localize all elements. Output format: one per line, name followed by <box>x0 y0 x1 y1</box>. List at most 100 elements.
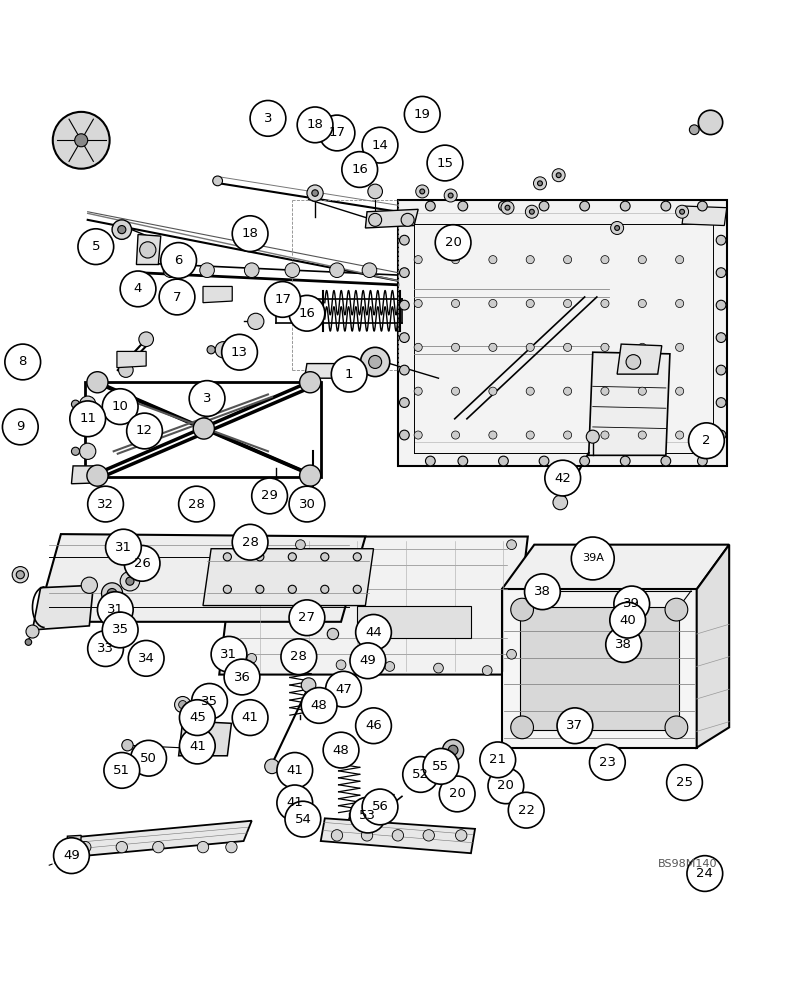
Circle shape <box>128 640 164 676</box>
Polygon shape <box>117 351 146 368</box>
Circle shape <box>399 430 409 440</box>
Circle shape <box>579 456 589 466</box>
Circle shape <box>600 431 608 439</box>
Circle shape <box>79 443 96 459</box>
Circle shape <box>102 389 138 424</box>
Text: 47: 47 <box>335 683 351 696</box>
Circle shape <box>277 785 312 821</box>
Circle shape <box>178 486 214 522</box>
Text: 1: 1 <box>345 368 353 381</box>
Text: 21: 21 <box>489 753 505 766</box>
Circle shape <box>16 571 24 579</box>
Circle shape <box>323 732 358 768</box>
Circle shape <box>610 221 623 234</box>
Circle shape <box>402 757 438 792</box>
Polygon shape <box>397 200 726 466</box>
Circle shape <box>435 225 470 260</box>
Circle shape <box>191 684 227 719</box>
Text: 3: 3 <box>264 112 272 125</box>
Circle shape <box>423 748 458 784</box>
Circle shape <box>439 776 474 812</box>
Circle shape <box>451 343 459 351</box>
Circle shape <box>423 830 434 841</box>
Circle shape <box>451 387 459 395</box>
Circle shape <box>311 190 318 196</box>
Text: 8: 8 <box>19 355 27 368</box>
Circle shape <box>331 830 342 841</box>
Circle shape <box>105 529 141 565</box>
Circle shape <box>211 636 247 672</box>
Text: 41: 41 <box>286 764 303 777</box>
Text: 39: 39 <box>623 597 639 610</box>
Circle shape <box>88 486 123 522</box>
Circle shape <box>525 205 538 218</box>
Circle shape <box>12 567 28 583</box>
Circle shape <box>126 577 134 585</box>
Circle shape <box>285 263 299 278</box>
Circle shape <box>139 332 153 347</box>
Text: 45: 45 <box>189 711 205 724</box>
Text: 50: 50 <box>140 752 157 765</box>
Circle shape <box>54 838 89 874</box>
Circle shape <box>526 299 534 308</box>
Circle shape <box>551 169 564 182</box>
Circle shape <box>414 256 422 264</box>
Circle shape <box>289 600 324 636</box>
Circle shape <box>268 484 284 500</box>
Circle shape <box>529 209 534 214</box>
Circle shape <box>556 173 560 178</box>
Circle shape <box>247 540 256 550</box>
Circle shape <box>325 671 361 707</box>
Circle shape <box>26 625 39 638</box>
Circle shape <box>498 201 508 211</box>
Circle shape <box>504 205 509 210</box>
Polygon shape <box>67 835 81 860</box>
Circle shape <box>118 363 133 377</box>
Circle shape <box>444 189 457 202</box>
Circle shape <box>179 700 215 735</box>
Polygon shape <box>320 818 474 853</box>
Circle shape <box>488 299 496 308</box>
Circle shape <box>688 423 723 459</box>
Circle shape <box>255 553 264 561</box>
Circle shape <box>112 220 131 239</box>
Circle shape <box>660 456 670 466</box>
Circle shape <box>399 268 409 278</box>
Text: 40: 40 <box>619 614 635 627</box>
Text: 25: 25 <box>676 776 692 789</box>
Circle shape <box>399 398 409 407</box>
Text: 23: 23 <box>599 756 615 769</box>
Circle shape <box>193 731 209 748</box>
Circle shape <box>289 295 324 331</box>
Circle shape <box>288 553 296 561</box>
Circle shape <box>414 299 422 308</box>
Circle shape <box>697 110 722 135</box>
Circle shape <box>189 381 225 416</box>
Circle shape <box>295 658 305 667</box>
Circle shape <box>524 574 560 610</box>
Circle shape <box>526 256 534 264</box>
Circle shape <box>221 334 257 370</box>
Circle shape <box>675 205 688 218</box>
Circle shape <box>715 268 725 278</box>
Circle shape <box>2 409 38 445</box>
Circle shape <box>331 356 367 392</box>
Circle shape <box>620 201 629 211</box>
Circle shape <box>600 299 608 308</box>
Polygon shape <box>71 466 97 484</box>
Text: 36: 36 <box>234 671 250 684</box>
Circle shape <box>675 256 683 264</box>
Circle shape <box>498 456 508 466</box>
Circle shape <box>122 740 133 751</box>
Circle shape <box>600 343 608 351</box>
Circle shape <box>53 112 109 169</box>
Text: 18: 18 <box>242 227 258 240</box>
Circle shape <box>124 545 160 581</box>
Circle shape <box>224 659 260 695</box>
Text: 20: 20 <box>448 787 465 800</box>
Circle shape <box>178 701 187 709</box>
Text: 56: 56 <box>371 800 388 813</box>
Circle shape <box>526 431 534 439</box>
Circle shape <box>620 456 629 466</box>
Text: 31: 31 <box>221 648 237 661</box>
